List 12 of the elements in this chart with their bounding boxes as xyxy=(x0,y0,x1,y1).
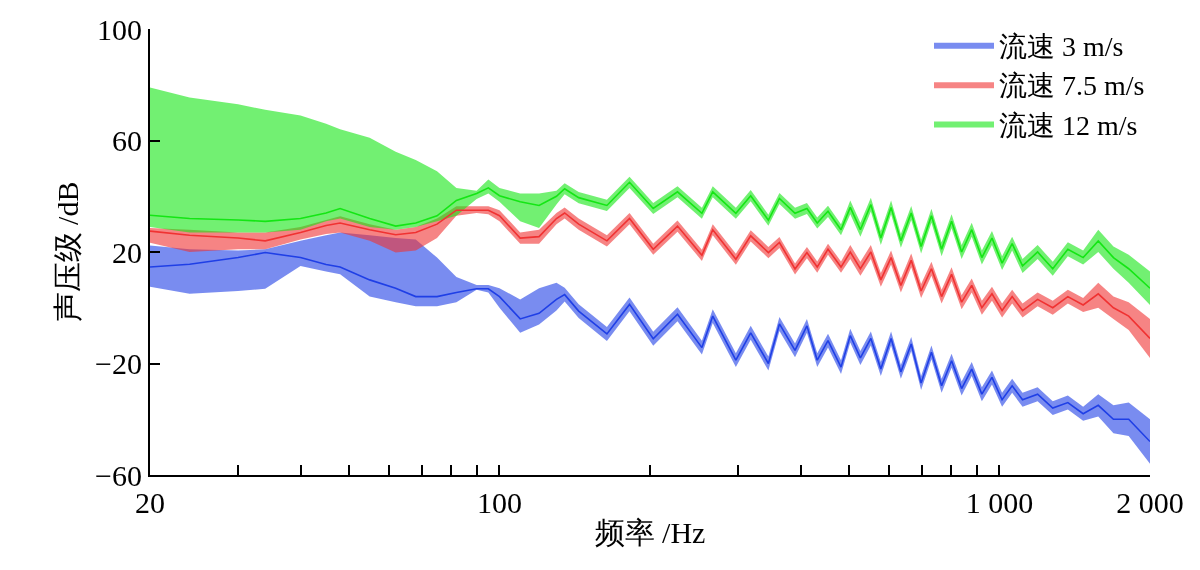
y-tick-label: −20 xyxy=(95,347,142,380)
x-tick-label: 1 000 xyxy=(965,486,1034,519)
x-tick-label: 100 xyxy=(476,486,522,519)
y-tick-label: 100 xyxy=(97,12,142,46)
legend-label: 流速 7.5 m/s xyxy=(999,70,1145,102)
y-axis-title: 声压级 /dB xyxy=(50,181,84,323)
y-tick-label: 20 xyxy=(112,235,142,269)
x-tick-label: 2 000 xyxy=(1116,486,1184,519)
x-axis-title: 频率 /Hz xyxy=(594,516,706,549)
legend-label: 流速 3 m/s xyxy=(999,30,1124,62)
y-tick-label: 60 xyxy=(112,124,142,157)
legend-label: 流速 12 m/s xyxy=(999,109,1138,141)
